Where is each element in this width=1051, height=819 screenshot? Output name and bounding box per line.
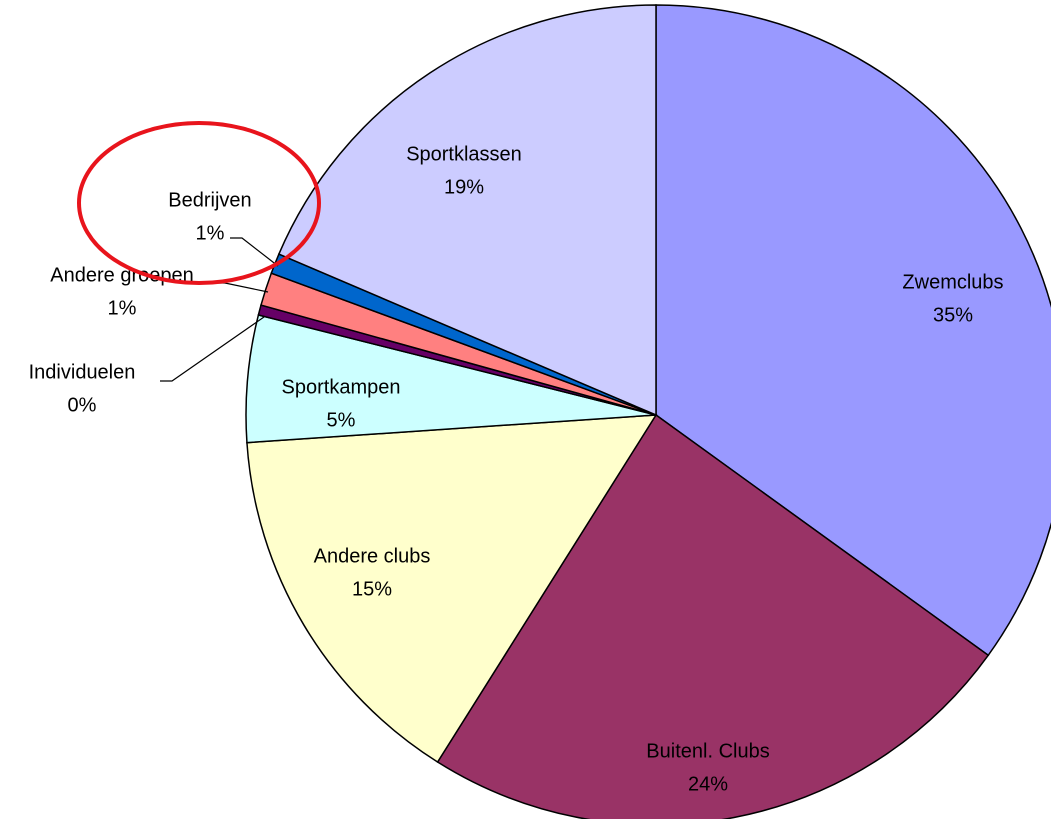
- slice-value-label: 1%: [196, 222, 225, 244]
- leader-line: [230, 237, 279, 267]
- slice-label: Bedrijven: [168, 189, 251, 211]
- pie: [245, 4, 1051, 819]
- labels: Zwemclubs 35% Buitenl. Clubs 24% Andere club…: [29, 143, 1004, 795]
- slice-value-label: 1%: [108, 297, 137, 319]
- slice-label: Sportkampen: [282, 376, 401, 398]
- pie-slice: [277, 4, 657, 417]
- slice-label: Andere groepen: [50, 264, 193, 286]
- slice-value-label: 35%: [933, 304, 973, 326]
- highlight-ellipse: [77, 121, 321, 285]
- leader-line: [160, 316, 265, 382]
- slice-value-label: 5%: [327, 409, 356, 431]
- pie-slice: [436, 413, 990, 819]
- pie-slice: [246, 414, 658, 764]
- slice-value-label: 15%: [352, 578, 392, 600]
- pie-slice: [655, 4, 1051, 657]
- slice-value-label: 24%: [688, 773, 728, 795]
- slice-value-label: 19%: [444, 176, 484, 198]
- slice-value-label: 0%: [68, 394, 97, 416]
- slice-label: Zwemclubs: [902, 271, 1003, 293]
- slice-label: Sportklassen: [406, 143, 522, 165]
- slice-label: Andere clubs: [314, 545, 431, 567]
- slice-label: Individuelen: [29, 361, 136, 383]
- slice-label: Buitenl. Clubs: [646, 740, 769, 762]
